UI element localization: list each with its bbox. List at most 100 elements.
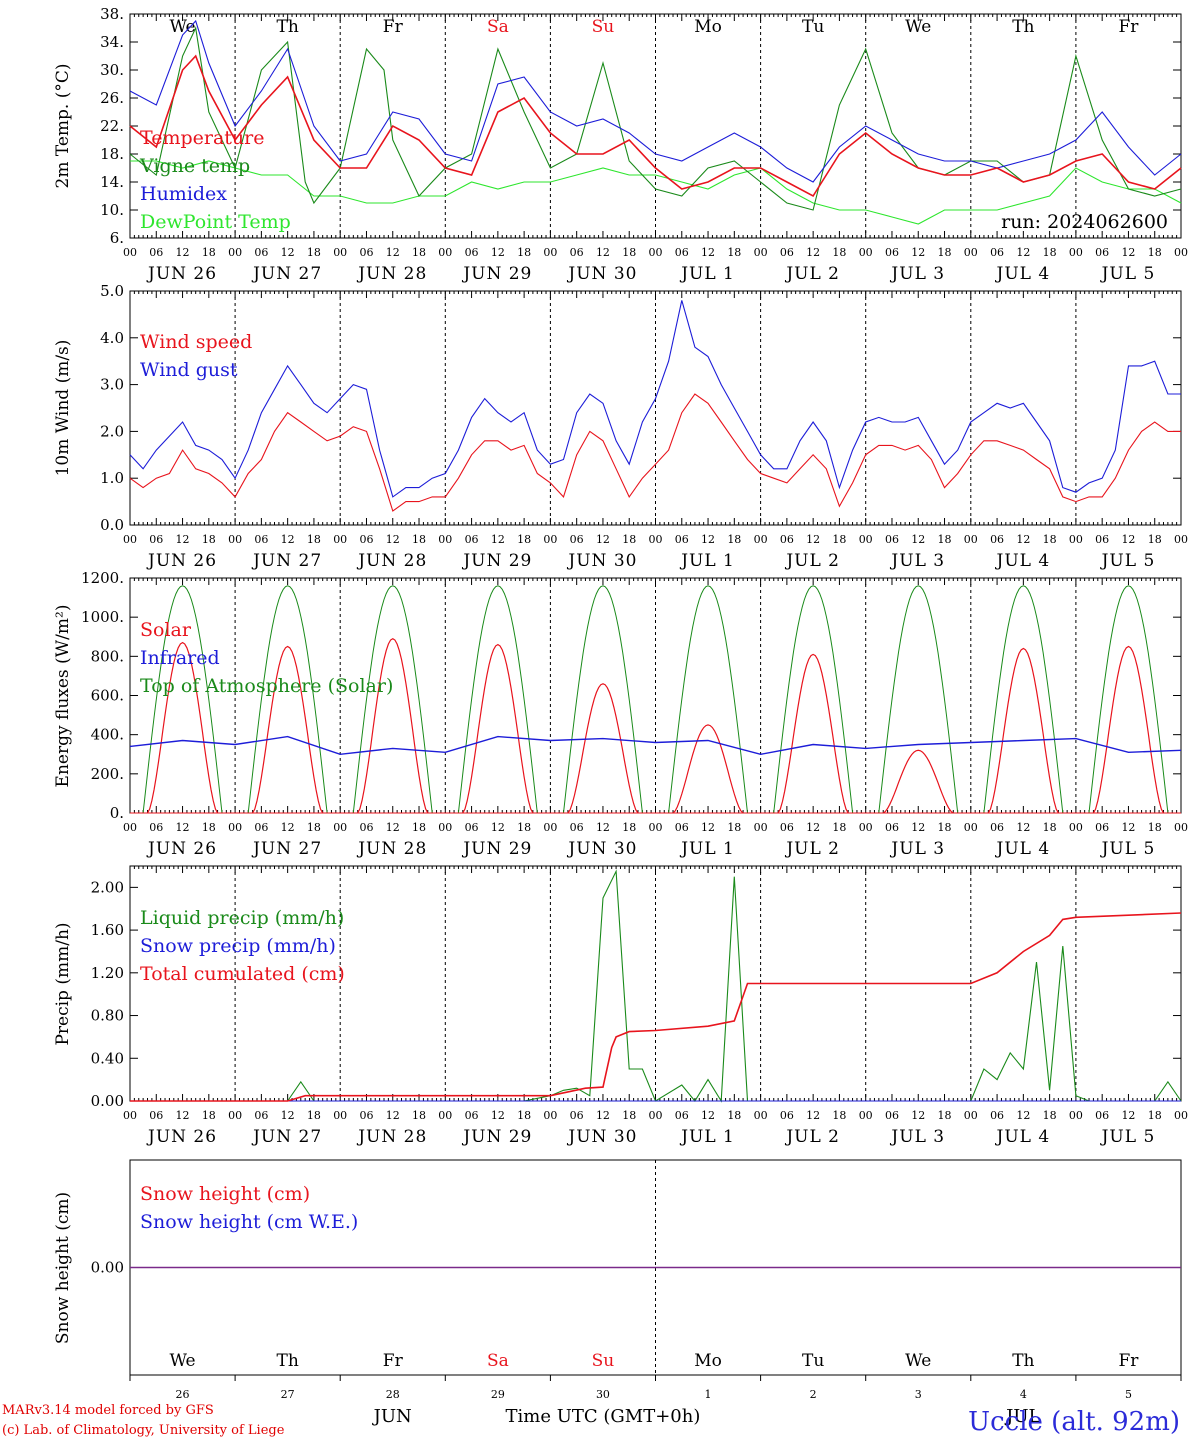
hour-label: 00 <box>964 1109 978 1122</box>
hour-label: 00 <box>333 1109 347 1122</box>
hour-label: 12 <box>596 533 610 546</box>
date-label: JUN 26 <box>146 551 217 571</box>
y-axis-label: Energy fluxes (W/m²) <box>53 605 73 788</box>
date-label: JUN 29 <box>461 839 532 859</box>
legend-entry: Infrared <box>140 647 220 669</box>
hour-label: 06 <box>149 821 163 834</box>
hour-label: 00 <box>543 246 557 259</box>
day-name: We <box>905 1351 931 1371</box>
time-axis-title: Time UTC (GMT+0h) <box>506 1406 701 1427</box>
y-tick-label: 1000. <box>81 608 124 626</box>
hour-label: 12 <box>176 246 190 259</box>
series-line-top-of-atmosphere <box>773 585 854 814</box>
hour-label: 06 <box>570 1109 584 1122</box>
hour-label: 18 <box>622 246 636 259</box>
hour-label: 00 <box>228 821 242 834</box>
date-label: JUN 26 <box>146 839 217 859</box>
date-label: JUN 28 <box>356 839 427 859</box>
hour-label: 06 <box>465 1109 479 1122</box>
hour-label: 12 <box>491 246 505 259</box>
hour-label: 00 <box>123 533 137 546</box>
hour-label: 00 <box>543 533 557 546</box>
hour-label: 12 <box>911 533 925 546</box>
month-label-jun: JUN <box>372 1406 412 1427</box>
run-label: run: 2024062600 <box>1001 211 1168 233</box>
hour-label: 18 <box>1043 821 1057 834</box>
legend-entry: Wind gust <box>140 359 238 381</box>
y-tick-label: 30. <box>100 61 124 79</box>
date-label: JUL 3 <box>889 264 945 284</box>
hour-label: 06 <box>675 1109 689 1122</box>
y-tick-label: 0.0 <box>100 516 124 534</box>
day-name: Fr <box>1118 17 1139 37</box>
date-label: JUL 5 <box>1100 1127 1156 1147</box>
legend-entry: Total cumulated (cm) <box>140 963 345 985</box>
hour-label: 06 <box>780 821 794 834</box>
hour-label: 12 <box>1016 246 1030 259</box>
day-name: Th <box>1012 1351 1034 1371</box>
hour-label: 06 <box>1095 1109 1109 1122</box>
date-label: JUL 1 <box>679 551 735 571</box>
hour-label: 06 <box>465 246 479 259</box>
date-label: JUL 4 <box>995 839 1051 859</box>
date-label: JUL 5 <box>1100 551 1156 571</box>
date-label: JUL 1 <box>679 839 735 859</box>
hour-label: 12 <box>1016 821 1030 834</box>
day-name: Fr <box>1118 1351 1139 1371</box>
hour-label: 18 <box>517 246 531 259</box>
y-tick-label: 2.0 <box>100 422 124 440</box>
y-tick-label: 3.0 <box>100 376 124 394</box>
hour-label: 12 <box>911 821 925 834</box>
day-number: 3 <box>915 1388 922 1401</box>
hour-label: 18 <box>727 821 741 834</box>
hour-label: 06 <box>990 246 1004 259</box>
series-line-solar <box>987 647 1059 814</box>
series-line-top-of-atmosphere <box>247 585 328 814</box>
day-name: Tu <box>802 17 824 37</box>
hour-label: 12 <box>806 1109 820 1122</box>
hour-label: 18 <box>938 1109 952 1122</box>
series-line-temperature <box>129 54 1182 198</box>
date-label: JUN 30 <box>566 551 637 571</box>
hour-label: 18 <box>202 533 216 546</box>
date-label: JUL 1 <box>679 264 735 284</box>
date-label: JUL 3 <box>889 839 945 859</box>
hour-label: 12 <box>596 821 610 834</box>
hour-label: 06 <box>780 246 794 259</box>
day-number: 28 <box>386 1388 400 1401</box>
hour-label: 18 <box>412 246 426 259</box>
hour-label: 06 <box>885 1109 899 1122</box>
series-line-wind-gust <box>129 300 1181 498</box>
y-tick-label: 1200. <box>81 569 124 587</box>
day-name: Th <box>277 17 299 37</box>
date-label: JUN 29 <box>461 1127 532 1147</box>
y-tick-label: 600. <box>91 687 124 705</box>
y-tick-label: 5.0 <box>100 282 124 300</box>
hour-label: 18 <box>938 821 952 834</box>
hour-label: 18 <box>412 533 426 546</box>
day-number: 27 <box>281 1388 295 1401</box>
date-label: JUN 28 <box>356 1127 427 1147</box>
hour-label: 12 <box>596 1109 610 1122</box>
hour-label: 12 <box>1121 821 1135 834</box>
y-axis-label: Snow height (cm) <box>53 1192 73 1344</box>
series-line-humidex <box>129 19 1182 183</box>
y-tick-label: 22. <box>100 117 124 135</box>
hour-label: 06 <box>149 246 163 259</box>
date-label: JUL 4 <box>995 1127 1051 1147</box>
hour-label: 00 <box>859 821 873 834</box>
hour-label: 00 <box>859 1109 873 1122</box>
hour-label: 18 <box>622 821 636 834</box>
day-number: 26 <box>176 1388 190 1401</box>
date-label: JUL 3 <box>889 551 945 571</box>
hour-label: 00 <box>228 1109 242 1122</box>
hour-label: 00 <box>754 1109 768 1122</box>
hour-label: 06 <box>990 1109 1004 1122</box>
month-label-jul: JUL <box>1004 1406 1040 1427</box>
series-line-top-of-atmosphere <box>668 585 748 814</box>
hour-label: 06 <box>885 533 899 546</box>
hour-label: 00 <box>1069 1109 1083 1122</box>
y-tick-label: 200. <box>91 765 124 783</box>
